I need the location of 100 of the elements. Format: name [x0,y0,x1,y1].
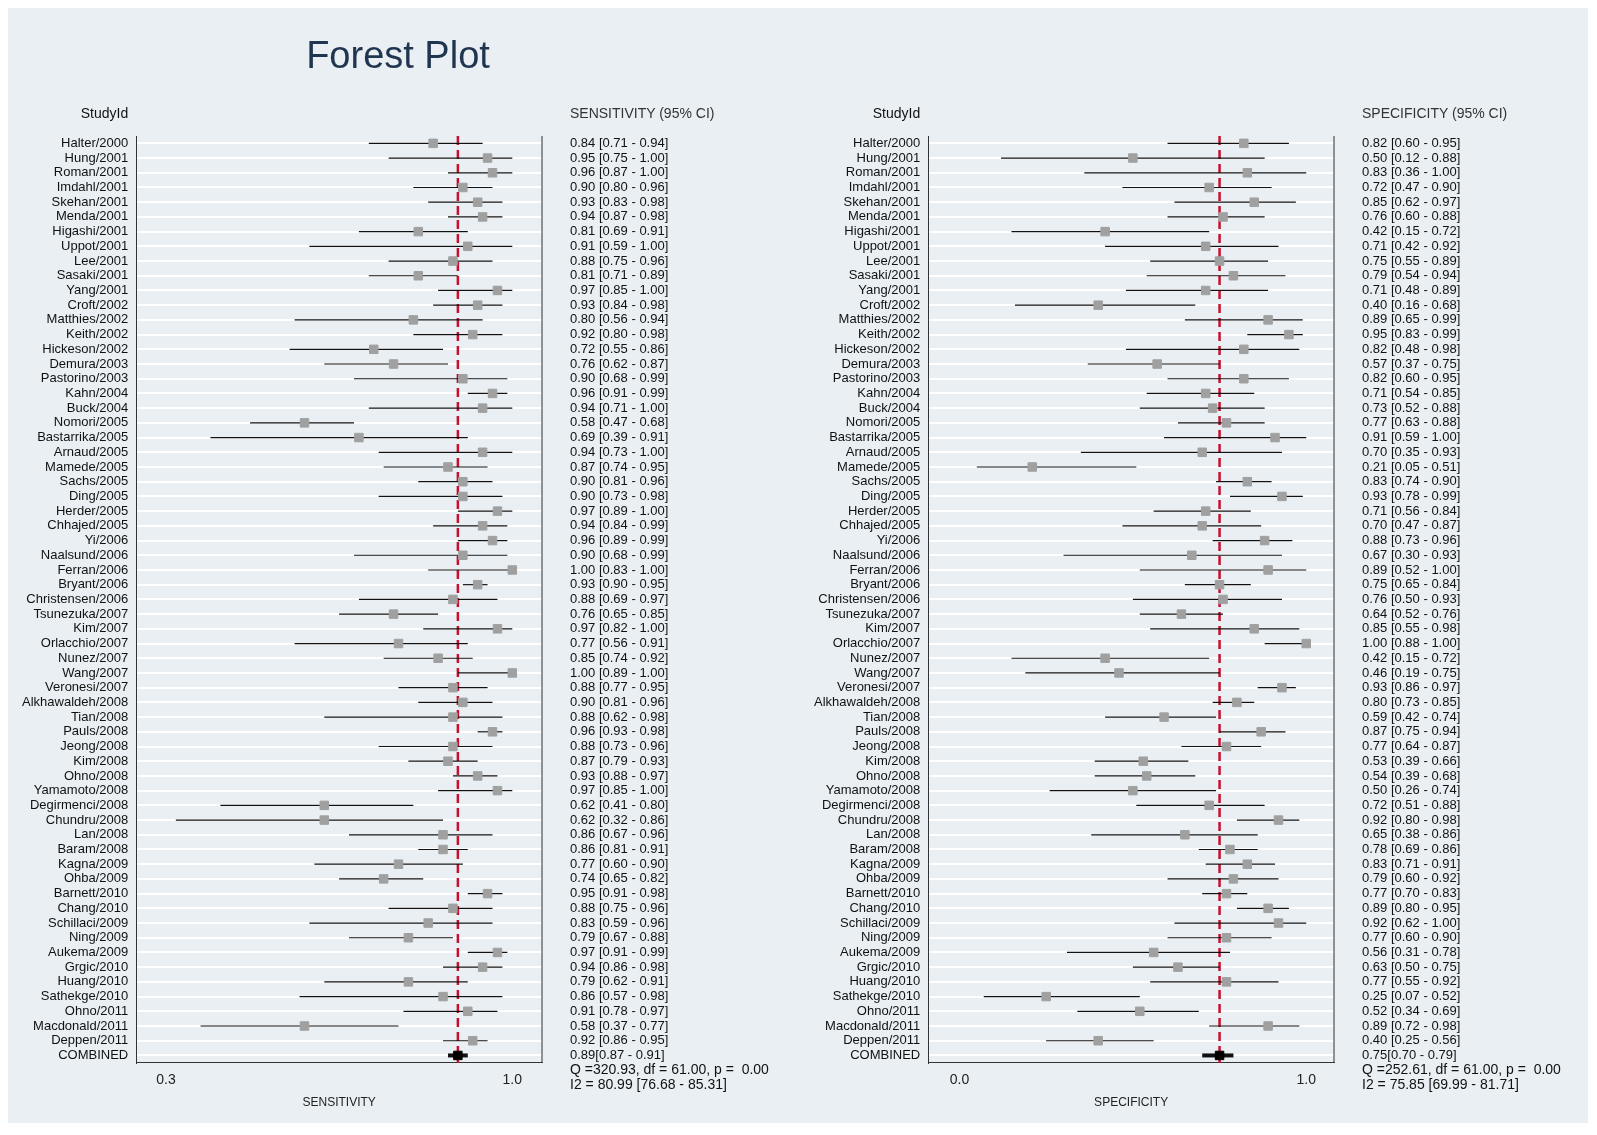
y-tick-label: Mamede/2005 [45,458,129,474]
data-label: 0.90 [0.73 - 0.98] [570,488,669,503]
data-label: 0.97 [0.91 - 0.99] [570,944,669,960]
text: SENSITIVITY (95% CI) [570,104,715,121]
y-tick-label: Ohba/2009 [63,870,129,886]
y-tick-label: Aukema/2009 [840,944,921,960]
y-tick-label: Christensen/2006 [26,590,129,606]
y-tick-label: Deppen/2011 [51,1032,129,1048]
y-tick-label: Grgic/2010 [64,958,129,974]
data-label: 0.42 [0.15 - 0.72] [1362,223,1461,239]
data-label: 0.85 [0.74 - 0.92] [570,649,669,665]
y-tick-label: Arnaud/2005 [53,443,129,459]
data-label: 0.85 [0.62 - 0.97] [1362,193,1461,209]
data-label: 0.77 [0.64 - 0.87] [1362,738,1461,754]
y-tick-label: Sachs/2005 [851,473,921,489]
y-tick-label: Skehan/2001 [843,193,921,209]
y-tick-label: Yang/2001 [66,282,129,298]
data-label: 1.00 [0.83 - 1.00] [570,561,669,577]
y-tick-label: Yi/2006 [876,532,921,548]
data-label: 0.94 [0.87 - 0.98] [570,208,669,224]
data-label: 0.77 [0.56 - 0.91] [570,635,669,651]
y-tick-label: Barnett/2010 [845,885,921,901]
y-tick-label: Schillaci/2009 [840,914,921,930]
y-tick-label: Keith/2002 [66,326,129,342]
text: Q =252.61, df = 61.00, p = 0.00 [1362,1061,1562,1078]
data-label: 0.88 [0.73 - 0.96] [1362,532,1461,548]
data-label: 0.90 [0.68 - 0.99] [570,370,669,386]
y-tick-label: Christensen/2006 [818,590,921,606]
y-tick-label: COMBINED [850,1047,921,1063]
data-label: 0.21 [0.05 - 0.51] [1362,458,1461,474]
data-label: 0.89 [0.65 - 0.99] [1362,311,1461,327]
data-label: 0.53 [0.39 - 0.66] [1362,752,1461,768]
y-tick-label: Deppen/2011 [843,1032,921,1048]
y-tick-label: Schillaci/2009 [48,914,129,930]
y-tick-label: Halter/2000 [853,134,921,150]
y-tick-label: Pauls/2008 [855,723,921,739]
y-tick-label: Uppot/2001 [853,237,921,253]
data-label: 0.83 [0.71 - 0.91] [1362,855,1461,871]
data-label: 0.87 [0.79 - 0.93] [570,752,669,768]
y-tick-label: Menda/2001 [55,208,129,224]
data-label: 0.93 [0.78 - 0.99] [1362,488,1461,503]
data-label: 0.76 [0.65 - 0.85] [570,605,669,621]
data-label: 0.58 [0.47 - 0.68] [570,414,669,430]
y-tick-label: COMBINED [58,1047,129,1063]
data-label: 0.91 [0.59 - 1.00] [1362,429,1461,445]
y-tick-label: Hickeson/2002 [834,340,921,356]
y-tick-label: Nunez/2007 [58,649,129,665]
y-tick-label: Kim/2007 [73,620,129,636]
data-label: 0.95 [0.83 - 0.99] [1362,326,1461,342]
data-label: 0.94 [0.73 - 1.00] [570,443,669,459]
y-tick-label: Uppot/2001 [61,237,129,253]
y-tick-label: Macdonald/2011 [33,1017,129,1033]
data-label: 0.76 [0.60 - 0.88] [1362,208,1461,224]
y-tick-label: Sasaki/2001 [56,267,129,283]
y-tick-label: Yamamoto/2008 [33,782,129,798]
x-tick-label: 1.0 [1296,1071,1317,1088]
data-label: 0.72 [0.51 - 0.88] [1362,796,1461,812]
data-label: 0.59 [0.42 - 0.74] [1362,708,1461,724]
data-label: 0.92 [0.62 - 1.00] [1362,914,1461,930]
y-tick-label: Naalsund/2006 [40,546,129,562]
y-tick-label: Buck/2004 [858,399,921,415]
data-label: 0.88 [0.75 - 0.96] [570,899,669,915]
y-tick-label: Macdonald/2011 [825,1017,921,1033]
y-tick-label: Bryant/2006 [58,576,129,592]
data-label: 0.87 [0.75 - 0.94] [1362,723,1461,739]
y-tick-label: Ding/2005 [68,488,129,503]
y-tick-label: Orlacchio/2007 [40,635,129,651]
data-label: 0.77 [0.70 - 0.83] [1362,885,1461,901]
data-label: 0.92 [0.86 - 0.95] [570,1032,669,1048]
data-label: 0.75 [0.55 - 0.89] [1362,252,1461,268]
y-tick-label: Kahn/2004 [857,385,921,401]
y-tick-label: Wang/2007 [854,664,921,680]
y-tick-label: Barnett/2010 [53,885,129,901]
x-tick-label: 0.3 [156,1071,176,1088]
data-label: 0.81 [0.71 - 0.89] [570,267,669,283]
y-tick-label: Buck/2004 [66,399,129,415]
data-label: 0.97 [0.82 - 1.00] [570,620,669,636]
y-tick-label: Tsunezuka/2007 [825,605,921,621]
data-label: 0.82 [0.60 - 0.95] [1362,370,1461,386]
data-label: 0.71 [0.48 - 0.89] [1362,282,1461,298]
data-label: 0.73 [0.52 - 0.88] [1362,399,1461,415]
data-label: 0.40 [0.16 - 0.68] [1362,296,1461,312]
y-tick-label: Jeong/2008 [852,738,921,754]
data-label: 0.94 [0.86 - 0.98] [570,958,669,974]
y-tick-label: Mamede/2005 [837,458,921,474]
data-label: 0.83 [0.36 - 1.00] [1362,164,1461,180]
data-label: 0.64 [0.52 - 0.76] [1362,605,1461,621]
y-tick-label: Tian/2008 [70,708,129,724]
data-label: 0.75 [0.65 - 0.84] [1362,576,1461,592]
y-tick-label: Tsunezuka/2007 [33,605,129,621]
data-label: 0.90 [0.68 - 0.99] [570,546,669,562]
data-label: 0.57 [0.37 - 0.75] [1362,355,1461,371]
y-tick-label: Kagna/2009 [850,855,921,871]
y-tick-label: Skehan/2001 [51,193,129,209]
data-label: 0.93 [0.83 - 0.98] [570,193,669,209]
data-label: 0.91 [0.78 - 0.97] [570,1002,669,1018]
y-tick-label: Kahn/2004 [65,385,129,401]
data-label: 0.89[0.87 - 0.91] [570,1047,665,1063]
data-label: 0.96 [0.89 - 0.99] [570,532,669,548]
data-label: 0.90 [0.81 - 0.96] [570,693,669,709]
